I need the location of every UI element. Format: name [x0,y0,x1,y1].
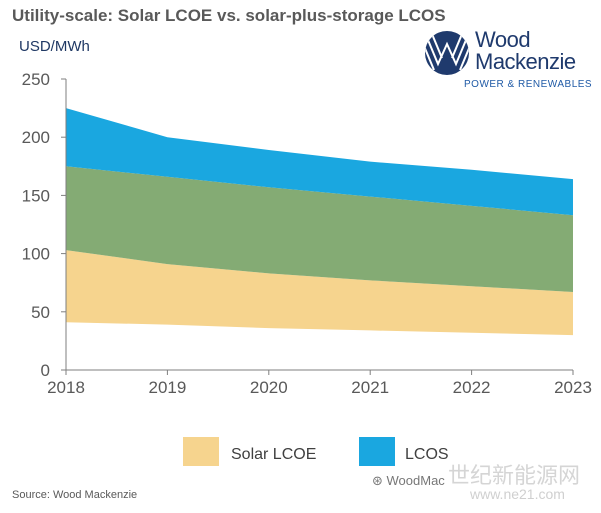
x-tick-label: 2020 [250,378,288,397]
x-tick-label: 2021 [351,378,389,397]
wechat-account-name: WoodMac [386,473,445,488]
logo-subtitle: POWER & RENEWABLES [464,79,593,90]
area-band-1 [66,166,573,293]
x-tick-label: 2019 [148,378,186,397]
legend-swatch-lcos [359,437,395,466]
y-tick-label: 200 [22,128,50,147]
watermark-url: www.ne21.com [470,486,565,502]
watermark-text: 世纪新能源网 [448,463,581,488]
y-tick-label: 50 [31,303,50,322]
legend-label-solar-lcoe: Solar LCOE [231,446,317,463]
source-note: Source: Wood Mackenzie [12,489,138,501]
y-tick-label: 0 [41,361,50,380]
x-tick-label: 2023 [554,378,592,397]
logo-mark-icon [425,31,469,75]
y-tick-label: 150 [22,186,50,205]
x-tick-label: 2018 [47,378,85,397]
wood-mackenzie-logo: Wood Mackenzie POWER & RENEWABLES [424,27,599,97]
area-solar-lcoe [66,250,573,336]
wechat-account-label: ⊛ WoodMac [372,473,445,488]
y-axis-unit-label: USD/MWh [19,38,90,55]
x-tick-label: 2022 [453,378,491,397]
y-tick-label: 250 [22,70,50,89]
area-lcos [66,108,573,216]
legend-swatch-solar-lcoe [183,437,219,466]
legend-label-lcos: LCOS [405,446,449,463]
chart-title: Utility-scale: Solar LCOE vs. solar-plus… [12,6,446,25]
logo-word-wood: Wood [475,27,531,52]
logo-word-mackenzie: Mackenzie [475,49,576,74]
y-tick-label: 100 [22,245,50,264]
